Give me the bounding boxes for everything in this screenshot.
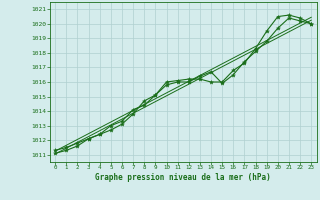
X-axis label: Graphe pression niveau de la mer (hPa): Graphe pression niveau de la mer (hPa)	[95, 173, 271, 182]
